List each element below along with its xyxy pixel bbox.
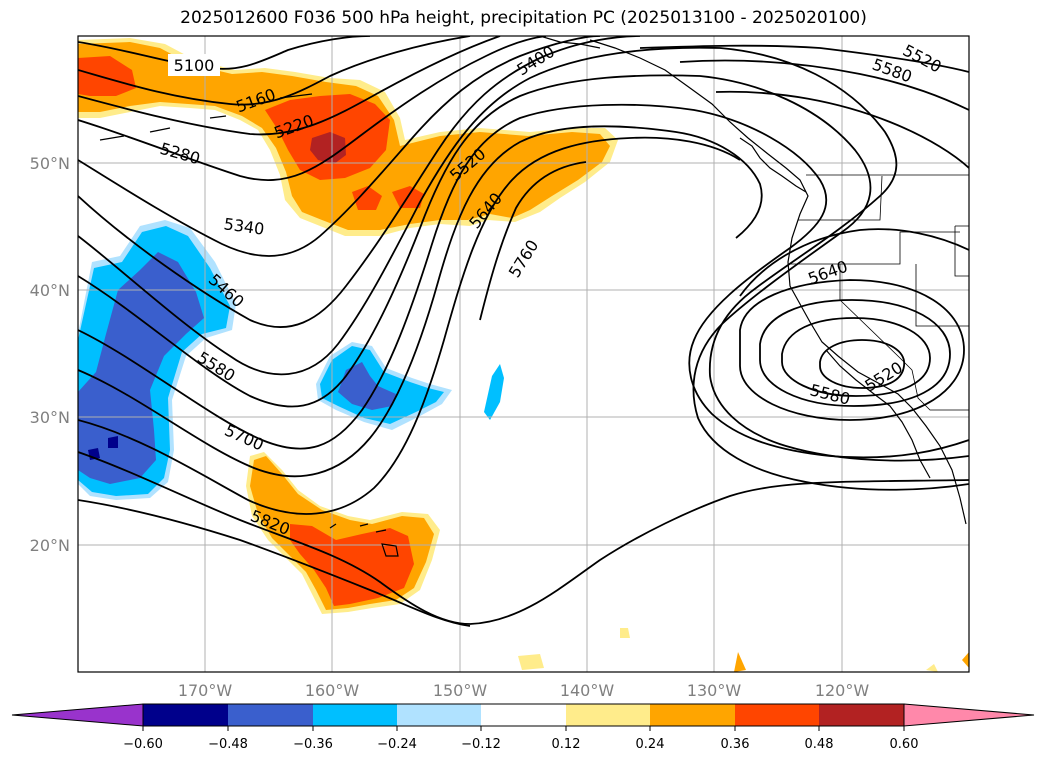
contour-5640-west [78,125,763,478]
contour-5520-west [78,74,969,491]
latitude-labels: 50°N 40°N 30°N 20°N [30,154,70,555]
contour-east-5640 [715,90,969,169]
contour-5160 [78,36,471,106]
contour-low-outer [739,279,965,421]
colorbar-tick-marks [142,726,905,731]
precip-blob-small-south-2 [620,628,630,638]
lat-label-20n: 20°N [30,536,70,555]
lon-label-170w: 170°W [178,681,233,700]
contour-5580-west [78,103,969,459]
colorbar-swatch [228,704,313,726]
contour-5460 [78,46,969,462]
contour-5700 [78,136,741,515]
border-state-id-mt [954,225,969,277]
border-state-ca-nv [839,264,913,371]
map-title: 2025012600 F036 500 hPa height, precipit… [180,8,867,28]
colorbar-swatch [819,704,904,726]
contour-low-mid [759,299,951,407]
colorbar-tick: 0.12 [552,737,581,752]
lat-label-50n: 50°N [30,154,70,173]
precip-blob-northwest-dark [310,132,346,164]
label-bg [168,54,220,76]
border-state-wa-or [798,175,883,221]
colorbar-swatch [650,704,735,726]
colorbar-tick: −0.48 [208,737,248,752]
contour-east-outer [739,228,969,297]
coastline-hawaii [329,523,399,557]
coastline-bc-islands [739,137,807,193]
colorbar-swatch [481,704,566,726]
precip-blob-small-east [962,652,969,668]
colorbar-tick: 0.48 [805,737,834,752]
colorbar-tick: −0.24 [377,737,417,752]
height-contours [78,36,969,627]
precip-blob-west-royal [78,252,204,484]
colorbar: −0.60 −0.48 −0.36 −0.24 −0.12 0.12 0.24 … [11,703,1035,752]
map-frame [77,35,970,673]
colorbar-swatch [735,704,819,726]
coastline-north-america [589,39,967,525]
colorbar-swatch [397,704,481,726]
colorbar-swatch [313,704,397,726]
contour-east-5580 [679,59,969,111]
contour-east-5520 [639,44,969,73]
colorbar-tick: −0.60 [123,737,163,752]
colorbar-extend-low [11,703,144,727]
contour-5400 [78,36,641,328]
lat-label-40n: 40°N [30,281,70,300]
lon-label-120w: 120°W [815,681,870,700]
contour-low-inner [781,317,931,397]
precip-blob-central-royal [338,362,396,410]
contour-5100 [78,36,371,70]
contour-low-core [819,339,905,389]
contour-5760 [78,161,969,625]
coastlines [99,36,967,557]
lon-label-130w: 130°W [687,681,742,700]
precip-blob-small-east-2 [926,664,938,672]
longitude-labels: 170°W 160°W 150°W 140°W 130°W 120°W [178,681,870,700]
map-plot-area: 5100 5160 5220 5280 5340 5400 5460 5520 … [78,36,969,672]
colorbar-swatch [566,704,650,726]
precip-blob-central-skyblue-2 [320,346,444,424]
precip-blob-small-southeast [734,652,746,672]
border-state-nv-ut [915,264,969,327]
contour-5280 [78,36,547,181]
colorbar-tick: −0.12 [461,737,501,752]
precip-blob-thin-skyblue [484,364,504,420]
colorbar-tick: −0.36 [293,737,333,752]
colorbar-swatch [143,704,228,726]
lon-label-160w: 160°W [305,681,360,700]
colorbar-tick: 0.60 [890,737,919,752]
precip-blob-small-south [518,654,544,670]
colorbar-tick: 0.36 [721,737,750,752]
lat-label-30n: 30°N [30,408,70,427]
coastline-alaska [539,36,601,49]
contour-5820 [78,499,471,627]
precip-blob-mid-red [352,186,382,210]
colorbar-tick: 0.24 [636,737,665,752]
contour-5220 [78,36,501,136]
colorbar-extend-high [903,703,1035,727]
border-state-or-ca [790,231,960,265]
lon-label-140w: 140°W [560,681,615,700]
lon-label-150w: 150°W [433,681,488,700]
precip-blob-west-navy-b [108,436,118,448]
contour-5340 [78,36,601,257]
precip-blob-northwest-red-a [78,56,136,96]
graticule [78,36,969,672]
coastline-aleutians [99,93,313,141]
colorbar-frame [142,703,905,727]
political-borders [790,174,969,411]
contour-label-5100: 5100 [174,56,215,75]
